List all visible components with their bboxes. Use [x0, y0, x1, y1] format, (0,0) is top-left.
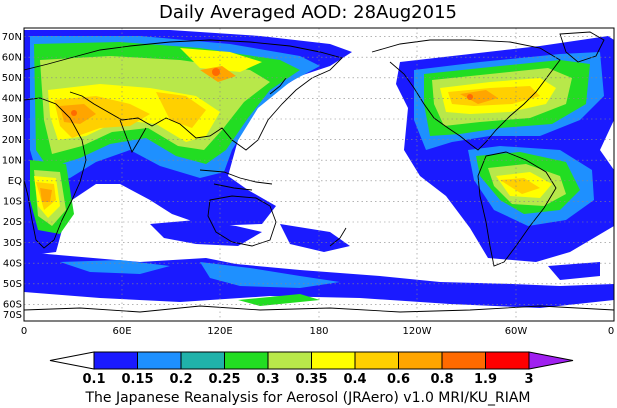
colorbar: 0.1 0.15 0.2 0.25 0.3 0.35 0.4 0.6 0.8 1.9 3: [49, 351, 574, 387]
colorbar-segment: [224, 351, 269, 370]
colorbar-label: 0.25: [208, 372, 240, 387]
lat-label: 40N: [2, 94, 22, 105]
lon-label: 0: [608, 326, 614, 337]
colorbar-segment: [49, 351, 95, 370]
lon-label: 120E: [207, 326, 232, 337]
colorbar-label: 0.6: [387, 372, 410, 387]
lat-label: 20N: [2, 135, 22, 146]
lat-label: 50S: [3, 279, 22, 290]
longitude-labels: 0 60E 120E 180 120W 60W 0: [21, 326, 614, 337]
lon-label: 0: [21, 326, 27, 337]
lat-label: 30S: [3, 238, 22, 249]
colorbar-label: 0.35: [295, 372, 327, 387]
lat-label: 10N: [2, 156, 22, 167]
lat-label: 30N: [2, 114, 22, 125]
lon-label: 180: [309, 326, 328, 337]
lat-label: 70S: [3, 310, 22, 321]
colorbar-segment: [180, 351, 225, 370]
graticule: [24, 28, 614, 321]
latitude-labels: 70N 60N 50N 40N 30N 20N 10N EQ 10S 20S 3…: [2, 32, 22, 321]
lon-label: 120W: [403, 326, 432, 337]
colorbar-segment: [441, 351, 486, 370]
colorbar-segment: [528, 351, 574, 370]
colorbar-label: 0.15: [121, 372, 153, 387]
colorbar-segment: [267, 351, 312, 370]
lon-label: 60W: [505, 326, 528, 337]
colorbar-segment: [485, 351, 530, 370]
lat-label: 70N: [2, 32, 22, 43]
credit-text: The Japanese Reanalysis for Aerosol (JRA…: [84, 390, 530, 406]
colorbar-segment: [311, 351, 356, 370]
colorbar-label: 0.4: [343, 372, 366, 387]
colorbar-label: 0.1: [82, 372, 105, 387]
colorbar-label: 0.2: [169, 372, 192, 387]
colorbar-segment: [93, 351, 138, 370]
aod-map: [24, 28, 614, 321]
map-frame: [23, 27, 615, 322]
lat-label: EQ: [8, 176, 22, 187]
coastlines: [24, 31, 614, 313]
lat-label: 60S: [3, 300, 22, 311]
map-title: Daily Averaged AOD: 28Aug2015: [159, 2, 457, 23]
colorbar-label: 0.8: [430, 372, 453, 387]
lat-label: 60N: [2, 53, 22, 64]
aod-field-max: [71, 68, 473, 116]
colorbar-label: 3: [524, 372, 533, 387]
colorbar-segment: [137, 351, 182, 370]
lon-label: 60E: [112, 326, 131, 337]
colorbar-segment: [398, 351, 443, 370]
colorbar-label: 0.3: [256, 372, 279, 387]
lat-label: 50N: [2, 73, 22, 84]
lat-label: 20S: [3, 217, 22, 228]
colorbar-segment: [354, 351, 399, 370]
lat-label: 10S: [3, 197, 22, 208]
colorbar-label: 1.9: [474, 372, 497, 387]
lat-label: 40S: [3, 259, 22, 270]
